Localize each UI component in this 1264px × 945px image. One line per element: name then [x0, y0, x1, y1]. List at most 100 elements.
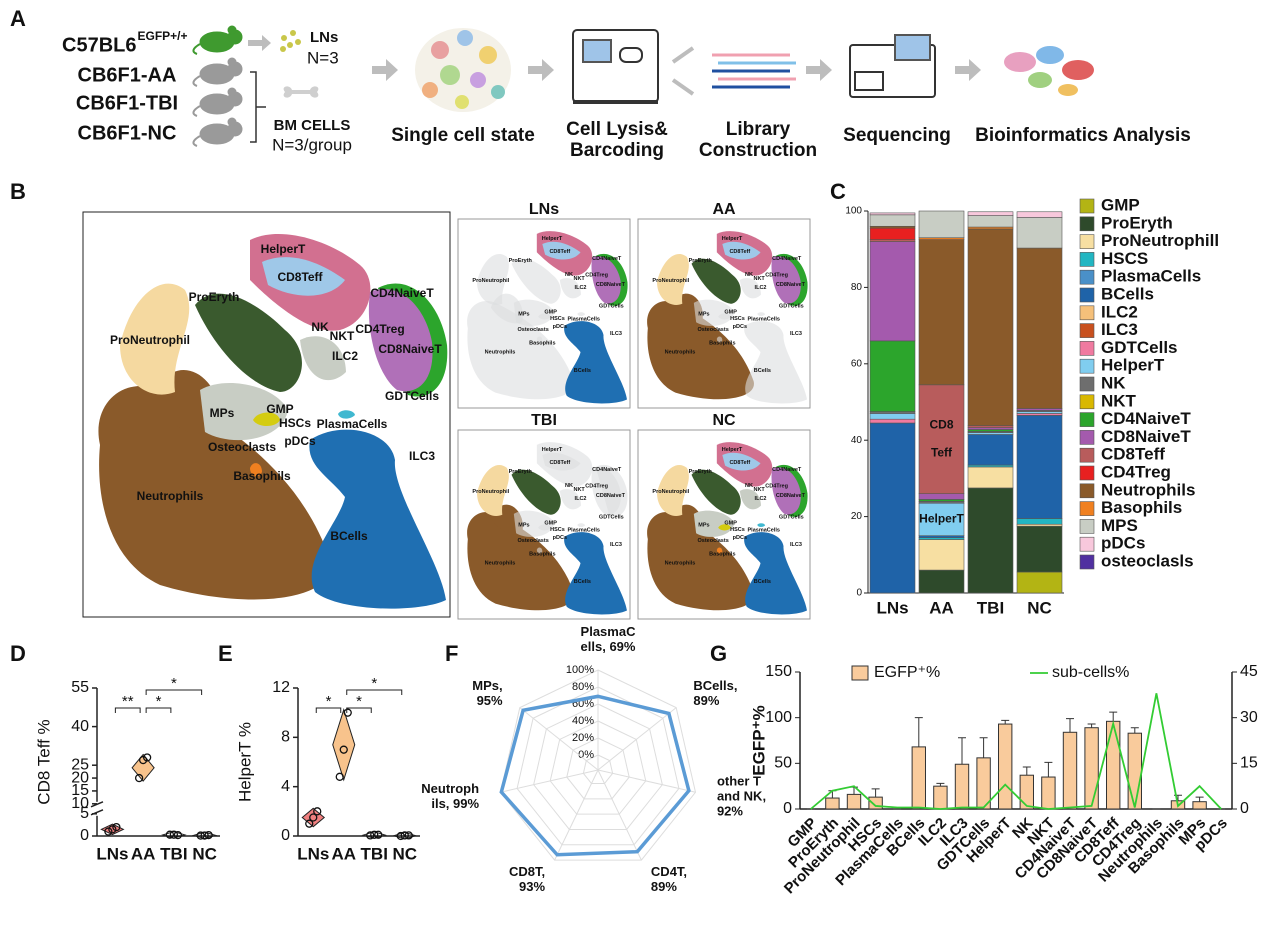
cluster-label: pDCs — [733, 324, 747, 330]
bar — [1192, 801, 1207, 810]
umap-small-frame — [637, 429, 811, 620]
legend-swatch — [1079, 430, 1095, 445]
cluster-label: Basophils — [709, 340, 735, 346]
lns-label: LNs — [310, 29, 338, 46]
mouse-gray — [192, 57, 243, 87]
cluster-label: CD4NaiveT — [592, 467, 622, 473]
data-point — [142, 753, 152, 762]
y2-tick-label: 15 — [1240, 755, 1258, 772]
dot — [290, 30, 296, 36]
cluster-label: Osteoclasts — [517, 538, 548, 544]
radar-spoke — [500, 769, 599, 793]
cluster-label: pDCs — [733, 535, 747, 541]
legend-label: CD4NaiveT — [1101, 409, 1191, 428]
cluster-label: GDTCells — [599, 515, 624, 521]
umap-cluster — [538, 524, 551, 531]
radar-label: Neutroph — [421, 781, 479, 796]
legend-swatch — [1079, 216, 1095, 232]
cluster-label: NK — [565, 272, 573, 278]
data-point — [169, 830, 179, 839]
significance-bracket — [346, 707, 372, 713]
bar — [1127, 732, 1142, 810]
radar-spoke — [554, 769, 599, 861]
bar — [1062, 731, 1078, 810]
umap-cluster — [657, 253, 689, 305]
umap-cluster — [657, 464, 689, 516]
cluster-label: Basophils — [529, 551, 555, 557]
legend-label: osteoclasls — [1101, 551, 1194, 570]
y-tick-label: 80 — [851, 282, 863, 293]
legend-swatch — [1079, 287, 1095, 303]
y-tick-label: 20 — [71, 769, 89, 786]
y2-tick-label: 45 — [1240, 663, 1258, 680]
cluster-label: CD4NaiveT — [772, 256, 802, 262]
cluster-label: HSCs — [550, 527, 565, 533]
error-bar — [1044, 761, 1053, 778]
cluster-label: CD4Treg — [765, 273, 788, 279]
umap-cluster — [536, 547, 543, 554]
y-tick-label: 150 — [765, 663, 792, 680]
significance-label: * — [356, 693, 362, 710]
bar-segment — [1016, 247, 1063, 409]
legend-swatch — [1079, 252, 1095, 267]
arrow — [372, 59, 398, 81]
cluster-label: GDTCells — [779, 304, 804, 310]
cluster-label: pDCs — [284, 434, 316, 448]
cluster-label: pDCs — [553, 535, 567, 541]
y-tick-label: 0 — [856, 588, 862, 599]
bm-n: N=3/group — [272, 135, 352, 154]
y-tick-label: 40 — [71, 718, 89, 735]
radar-tick-label: 20% — [572, 732, 594, 744]
cluster-label: CD4NaiveT — [370, 286, 434, 300]
dot — [295, 39, 301, 45]
cluster-label: NKT — [753, 487, 765, 493]
umap-cluster — [577, 523, 586, 528]
panel-label: B — [10, 179, 26, 204]
radar-grid — [499, 669, 697, 861]
device-screen — [582, 39, 612, 63]
y-tick-label: 12 — [272, 679, 290, 696]
arrow — [955, 59, 981, 81]
cluster-label: ProNeutrophil — [472, 278, 509, 284]
y-tick-label: 50 — [774, 755, 792, 772]
cluster-label: MPs — [210, 406, 235, 420]
strain-label: CB6F1-TBI — [76, 92, 178, 114]
step-label: Sequencing — [843, 125, 951, 146]
umap-cluster — [477, 253, 509, 305]
legend-swatch — [1079, 234, 1095, 249]
cluster-label: MPs — [518, 522, 529, 528]
cluster-label: Neutrophils — [665, 350, 696, 356]
y-tick-label: 15 — [71, 782, 89, 799]
seq-screen — [894, 34, 931, 61]
cluster-label: Basophils — [709, 551, 735, 557]
cell — [479, 46, 497, 64]
umap-cluster — [250, 463, 262, 477]
bone-icon — [283, 86, 319, 98]
umap-cluster — [691, 469, 741, 515]
cluster-label: NKT — [753, 276, 765, 282]
umap-cluster — [338, 410, 355, 419]
umap-small: HelperT CD8Teff ProEryth CD4NaiveT NKNKTCD4T… — [467, 442, 628, 615]
umap-small-frame — [457, 429, 631, 620]
radar-grid — [549, 720, 647, 815]
y-tick-label: 8 — [281, 729, 290, 746]
radar-label: MPs, — [472, 678, 502, 693]
bar-segment — [967, 228, 1014, 426]
y-tick-label: 25 — [71, 756, 89, 773]
cluster-label: ILC3 — [409, 449, 435, 463]
umap-cluster — [559, 489, 581, 510]
bar-segment — [1016, 415, 1063, 519]
cluster-label: CD8NaiveT — [776, 282, 806, 288]
legend-label: pDCs — [1101, 534, 1145, 553]
cluster-label: ILC2 — [755, 285, 767, 291]
x-tick-label: AA — [131, 844, 156, 863]
legend-label: EGFP⁺% — [874, 664, 940, 681]
cluster-label: CD8Teff — [549, 460, 570, 466]
legend-label: ILC2 — [1101, 302, 1138, 321]
umap-panel-title: NC — [712, 412, 736, 429]
cluster-label: ProEryth — [509, 258, 533, 264]
umap-cluster — [467, 512, 574, 611]
legend-label: NKT — [1101, 391, 1137, 410]
cluster-label: NK — [565, 483, 573, 489]
